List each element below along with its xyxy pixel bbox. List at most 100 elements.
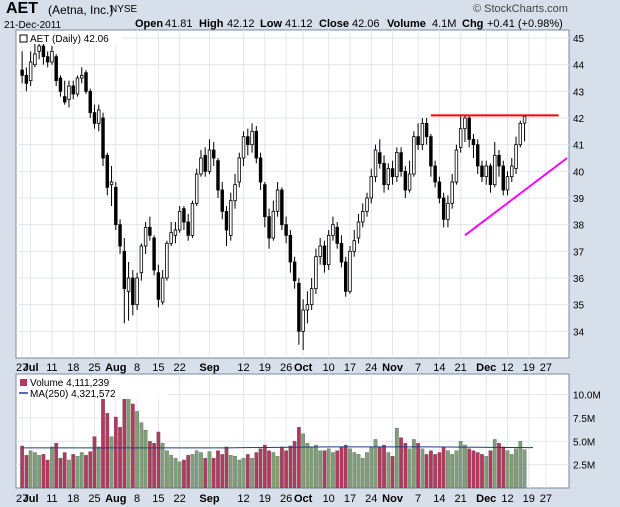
volume-bar <box>314 444 318 489</box>
volume-bar <box>84 455 88 489</box>
volume-y-tick-label: 10.0M <box>573 391 601 402</box>
candle-body <box>37 45 41 52</box>
volume-x-tick-label: Jul <box>23 493 39 505</box>
price-y-tick-label: 39 <box>573 194 585 205</box>
volume-bar <box>75 456 80 489</box>
volume-bar <box>169 455 174 489</box>
candle-body <box>365 197 369 212</box>
volume-bar <box>241 457 246 489</box>
candle-body <box>335 226 339 244</box>
volume-bar <box>186 455 191 489</box>
volume-bar <box>24 455 29 489</box>
volume-bar <box>182 459 186 489</box>
candle-body <box>173 229 178 236</box>
volume-bar <box>416 442 420 489</box>
volume-x-tick-label: 22 <box>174 493 186 505</box>
candle-body <box>458 128 463 148</box>
candle-body <box>67 85 71 100</box>
candle-body <box>135 277 139 306</box>
open-value: 41.81 <box>165 18 193 30</box>
volume-bar <box>518 441 523 489</box>
candle-body <box>395 152 399 178</box>
volume-bar <box>365 452 369 489</box>
candle-body <box>433 165 437 183</box>
price-x-tick-label: 14 <box>433 362 445 374</box>
candle-body <box>122 250 127 290</box>
candle-body <box>463 117 467 130</box>
volume-bar <box>33 452 37 489</box>
volume-y-tick-label: 7.5M <box>573 414 595 425</box>
volume-bar <box>207 451 212 489</box>
candle-body <box>386 168 391 186</box>
volume-bar <box>382 444 386 489</box>
candle-body <box>131 277 135 306</box>
volume-bar <box>522 449 527 489</box>
volume-bar <box>446 450 450 489</box>
volume-bar <box>130 403 135 489</box>
candle-body <box>216 160 220 191</box>
price-y-tick-label: 42 <box>573 114 585 125</box>
volume-bar <box>199 452 203 489</box>
volume-bar <box>309 446 314 489</box>
volume-bar <box>305 442 310 489</box>
volume-bar <box>429 450 433 489</box>
volume-x-tick-label: Dec <box>476 493 496 505</box>
volume-bar <box>275 456 280 489</box>
candle-body <box>92 112 97 124</box>
candle-body <box>454 149 459 183</box>
volume-bar <box>335 450 340 489</box>
volume-bar <box>441 446 446 489</box>
brand-watermark: © StockCharts.com <box>473 3 568 15</box>
volume-x-tick-label: 27 <box>16 493 28 505</box>
volume-bar <box>148 441 152 489</box>
candle-body <box>471 138 476 146</box>
volume-bar <box>203 457 208 489</box>
candle-body <box>194 173 199 204</box>
volume-bar <box>348 448 352 489</box>
volume-bar <box>280 446 284 489</box>
volume-bar <box>407 448 412 489</box>
candle-body <box>54 56 58 82</box>
volume-bar <box>411 439 416 489</box>
volume-bar <box>113 416 118 489</box>
price-y-tick-label: 37 <box>573 247 585 258</box>
candle-body <box>297 282 301 332</box>
candle-body <box>326 234 331 266</box>
candle-body <box>88 90 92 114</box>
volume-bar <box>156 431 161 489</box>
candle-body <box>284 224 288 236</box>
candle-body <box>424 122 429 138</box>
candle-body <box>246 136 250 146</box>
volume-bar <box>262 444 267 489</box>
volume-bar <box>369 446 374 489</box>
price-x-tick-label: 10 <box>323 362 335 374</box>
company-name: (Aetna, Inc.) <box>48 3 114 17</box>
candle-body <box>114 186 118 226</box>
volume-bar <box>216 450 220 489</box>
price-legend-swatch <box>19 34 28 43</box>
price-x-tick-label: 24 <box>365 362 377 374</box>
volume-x-tick-label: Aug <box>105 493 126 505</box>
candle-body <box>480 165 484 178</box>
candle-body <box>356 221 361 239</box>
volume-bar <box>467 448 472 489</box>
price-x-tick-label: Dec <box>476 362 496 374</box>
open-label: Open <box>135 18 164 30</box>
candle-body <box>71 85 75 95</box>
volume-bar <box>297 427 301 489</box>
candle-body <box>263 184 267 218</box>
volume-x-tick-label: 17 <box>344 493 356 505</box>
candle-body <box>237 157 241 183</box>
volume-bar <box>58 457 63 489</box>
volume-value: 4.1M <box>432 18 457 30</box>
price-y-tick-label: 38 <box>573 221 585 232</box>
volume-bar <box>267 450 271 489</box>
volume-bar <box>165 450 169 489</box>
candle-body <box>275 189 280 212</box>
candle-body <box>50 50 54 63</box>
candle-body <box>24 74 29 84</box>
candle-body <box>182 208 186 223</box>
price-x-tick-label: 8 <box>134 362 140 374</box>
volume-bar <box>96 446 101 489</box>
ma-legend-text: MA(250) 4,321,572 <box>30 389 116 400</box>
